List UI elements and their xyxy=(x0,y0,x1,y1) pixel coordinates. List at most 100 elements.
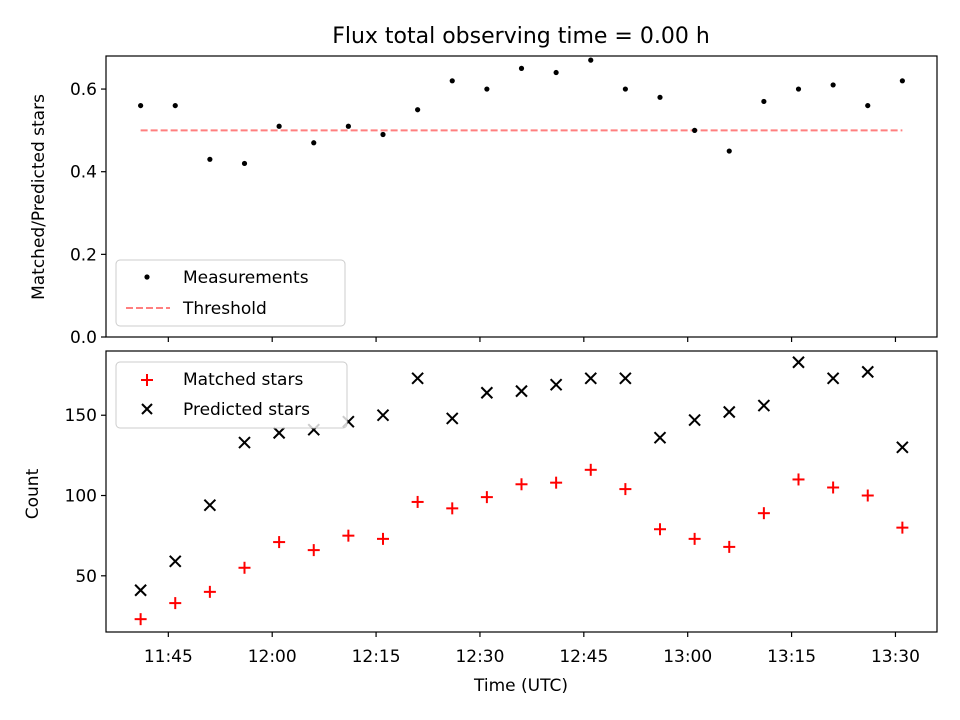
predicted-stars-point xyxy=(757,399,771,412)
measurement-point xyxy=(795,86,802,92)
measurement-point xyxy=(311,140,317,146)
top-y-tick-label: 0.0 xyxy=(70,328,97,348)
bottom-legend: Matched stars Predicted stars xyxy=(115,361,348,429)
legend-label-measurements: Measurements xyxy=(183,268,309,288)
top-legend: Measurements Threshold xyxy=(115,259,346,327)
x-axis-label: Time (UTC) xyxy=(473,676,568,696)
matched-stars-point xyxy=(134,613,147,626)
measurement-point xyxy=(415,107,421,113)
legend-marker-matched-stars xyxy=(141,374,153,386)
chart-title: Flux total observing time = 0.00 h xyxy=(332,24,710,49)
top-axes-frame xyxy=(105,55,938,338)
measurement-point xyxy=(207,156,213,162)
predicted-stars-point xyxy=(203,498,217,512)
matched-stars-point xyxy=(342,529,355,542)
measurement-point xyxy=(657,94,663,100)
matched-stars-point xyxy=(792,473,805,486)
bottom-x-tick-label: 12:00 xyxy=(248,647,297,667)
matched-stars-point xyxy=(238,561,251,574)
matched-stars-point xyxy=(515,478,528,491)
measurement-point xyxy=(138,102,144,109)
predicted-stars-point xyxy=(896,441,909,454)
legend-label-matched-stars: Matched stars xyxy=(183,370,303,390)
measurement-point xyxy=(518,65,525,71)
bottom-x-tick-label: 13:15 xyxy=(767,647,816,667)
predicted-stars-point xyxy=(134,584,147,597)
bottom-y-tick-label: 150 xyxy=(65,406,97,426)
predicted-stars-point xyxy=(169,555,182,568)
top-y-tick-label: 0.4 xyxy=(70,163,97,183)
measurement-point xyxy=(622,86,628,92)
matched-stars-point xyxy=(377,532,389,545)
measurement-point xyxy=(726,148,732,154)
predicted-stars-point xyxy=(688,413,701,427)
bottom-x-tick-label: 13:00 xyxy=(663,647,712,667)
predicted-stars-point xyxy=(723,405,736,419)
bottom-x-ticks: 11:45 12:00 12:15 12:30 12:45 13:00 13:15 13:30 xyxy=(144,632,920,667)
bottom-x-tick-label: 12:30 xyxy=(455,647,504,667)
measurement-point xyxy=(761,98,767,105)
bottom-y-axis-label: Count xyxy=(23,468,43,519)
predicted-stars-point xyxy=(619,372,632,385)
predicted-stars-point xyxy=(272,426,286,440)
bottom-y-tick-label: 50 xyxy=(75,567,97,587)
predicted-stars-point xyxy=(826,372,840,385)
matched-stars-point xyxy=(307,544,320,557)
predicted-stars-point xyxy=(792,356,805,369)
top-marks xyxy=(138,57,905,167)
bottom-y-tick-label: 100 xyxy=(65,487,97,507)
bottom-legend-box xyxy=(115,361,348,429)
matched-stars-point xyxy=(550,476,563,489)
bottom-axes-frame xyxy=(105,350,938,633)
measurement-point xyxy=(588,57,594,63)
top-legend-box xyxy=(115,259,346,327)
bottom-x-tick-label: 12:45 xyxy=(559,647,608,667)
matched-stars-point xyxy=(446,502,459,515)
predicted-stars-point xyxy=(584,372,597,385)
predicted-stars-point xyxy=(861,365,874,379)
measurement-point xyxy=(276,123,282,129)
matched-stars-point xyxy=(619,483,632,496)
top-y-tick-label: 0.2 xyxy=(70,245,97,265)
measurement-point xyxy=(553,69,559,76)
matched-stars-point xyxy=(273,536,286,549)
predicted-stars-point xyxy=(480,386,494,399)
measurement-point xyxy=(172,102,178,109)
predicted-stars-point xyxy=(411,372,424,385)
matched-stars-point xyxy=(169,597,182,610)
measurement-point xyxy=(241,160,248,167)
matched-stars-point xyxy=(861,489,874,502)
top-panel: 0.0 0.2 0.4 0.6 Matched/Predicted stars Mea… xyxy=(29,55,938,348)
measurement-point xyxy=(449,78,455,84)
legend-label-predicted-stars: Predicted stars xyxy=(183,400,310,420)
measurement-point xyxy=(830,82,836,88)
matched-stars-point xyxy=(654,523,666,536)
bottom-x-tick-label: 13:30 xyxy=(871,647,920,667)
bottom-y-ticks: 50 100 150 xyxy=(65,406,106,587)
matched-stars-point xyxy=(723,540,736,553)
top-y-tick-label: 0.6 xyxy=(70,80,97,100)
legend-marker-predicted-stars xyxy=(141,403,153,415)
matched-stars-point xyxy=(896,521,909,534)
bottom-marks xyxy=(134,356,909,626)
matched-stars-point xyxy=(688,532,701,545)
predicted-stars-point xyxy=(653,431,667,444)
predicted-stars-point xyxy=(515,384,528,398)
measurement-point xyxy=(484,86,490,92)
matched-stars-point xyxy=(584,463,597,476)
predicted-stars-point xyxy=(446,412,459,425)
top-y-axis-label: Matched/Predicted stars xyxy=(29,94,49,300)
matched-stars-point xyxy=(480,491,493,504)
matched-stars-point xyxy=(411,495,424,508)
bottom-x-tick-label: 11:45 xyxy=(144,647,193,667)
top-x-ticks xyxy=(167,337,897,342)
bottom-x-tick-label: 12:15 xyxy=(352,647,401,667)
measurement-point xyxy=(345,123,351,129)
matched-stars-point xyxy=(203,585,216,598)
top-y-ticks: 0.0 0.2 0.4 0.6 xyxy=(70,80,106,348)
measurement-point xyxy=(692,127,698,133)
measurement-point xyxy=(899,78,905,84)
